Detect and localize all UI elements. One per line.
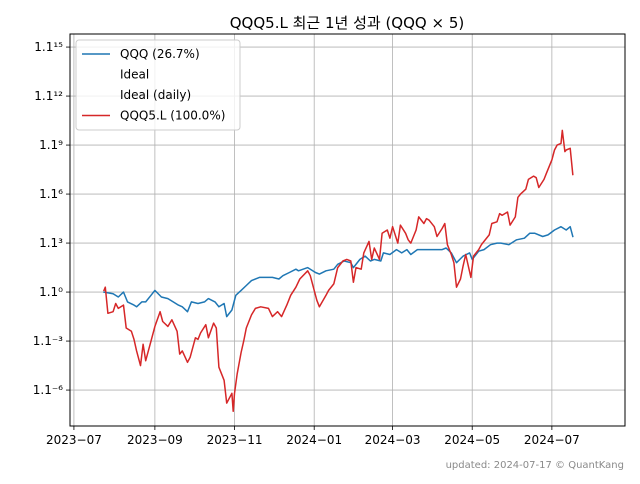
y-tick-label: 1.1⁹ bbox=[39, 138, 63, 152]
tick-layer: 2023−07 2023−09 2023−11 2024−01 2024−03 2024−… bbox=[33, 40, 580, 447]
y-tick-label: 1.1⁰ bbox=[39, 285, 63, 299]
series-line-qqq-26-7 bbox=[103, 225, 574, 318]
legend-box bbox=[75, 39, 241, 131]
series-layer bbox=[103, 129, 574, 413]
y-tick-label: 1.1⁶ bbox=[39, 187, 63, 201]
legend-label: QQQ (26.7%) bbox=[120, 47, 200, 61]
x-tick-label: 2024−05 bbox=[444, 433, 500, 447]
y-tick-label: 1.1¹⁵ bbox=[34, 40, 63, 54]
x-tick-label: 2024−07 bbox=[524, 433, 580, 447]
y-tick-label: 1.1¹² bbox=[34, 89, 63, 103]
series-line-qqq5-l-100-0 bbox=[103, 129, 574, 413]
x-tick-label: 2024−03 bbox=[365, 433, 421, 447]
y-tick-label: 1.1⁻³ bbox=[33, 334, 63, 348]
x-tick-label: 2023−07 bbox=[46, 433, 102, 447]
legend: QQQ (26.7%) Ideal Ideal (daily) QQQ5.L (100… bbox=[75, 39, 241, 131]
plot-frame bbox=[69, 33, 626, 427]
legend-label: Ideal (daily) bbox=[120, 88, 191, 102]
y-tick-label: 1.1⁻⁶ bbox=[33, 383, 63, 397]
chart-footer: updated: 2024-07-17 © QuantKang bbox=[446, 460, 624, 471]
legend-label: Ideal bbox=[120, 68, 149, 82]
legend-label: QQQ5.L (100.0%) bbox=[120, 109, 225, 123]
y-tick-label: 1.1³ bbox=[39, 236, 63, 250]
x-tick-label: 2024−01 bbox=[286, 433, 342, 447]
x-tick-label: 2023−09 bbox=[127, 433, 183, 447]
chart-title: QQQ5.L 최근 1년 성과 (QQQ × 5) bbox=[230, 14, 464, 32]
x-tick-label: 2023−11 bbox=[207, 433, 263, 447]
